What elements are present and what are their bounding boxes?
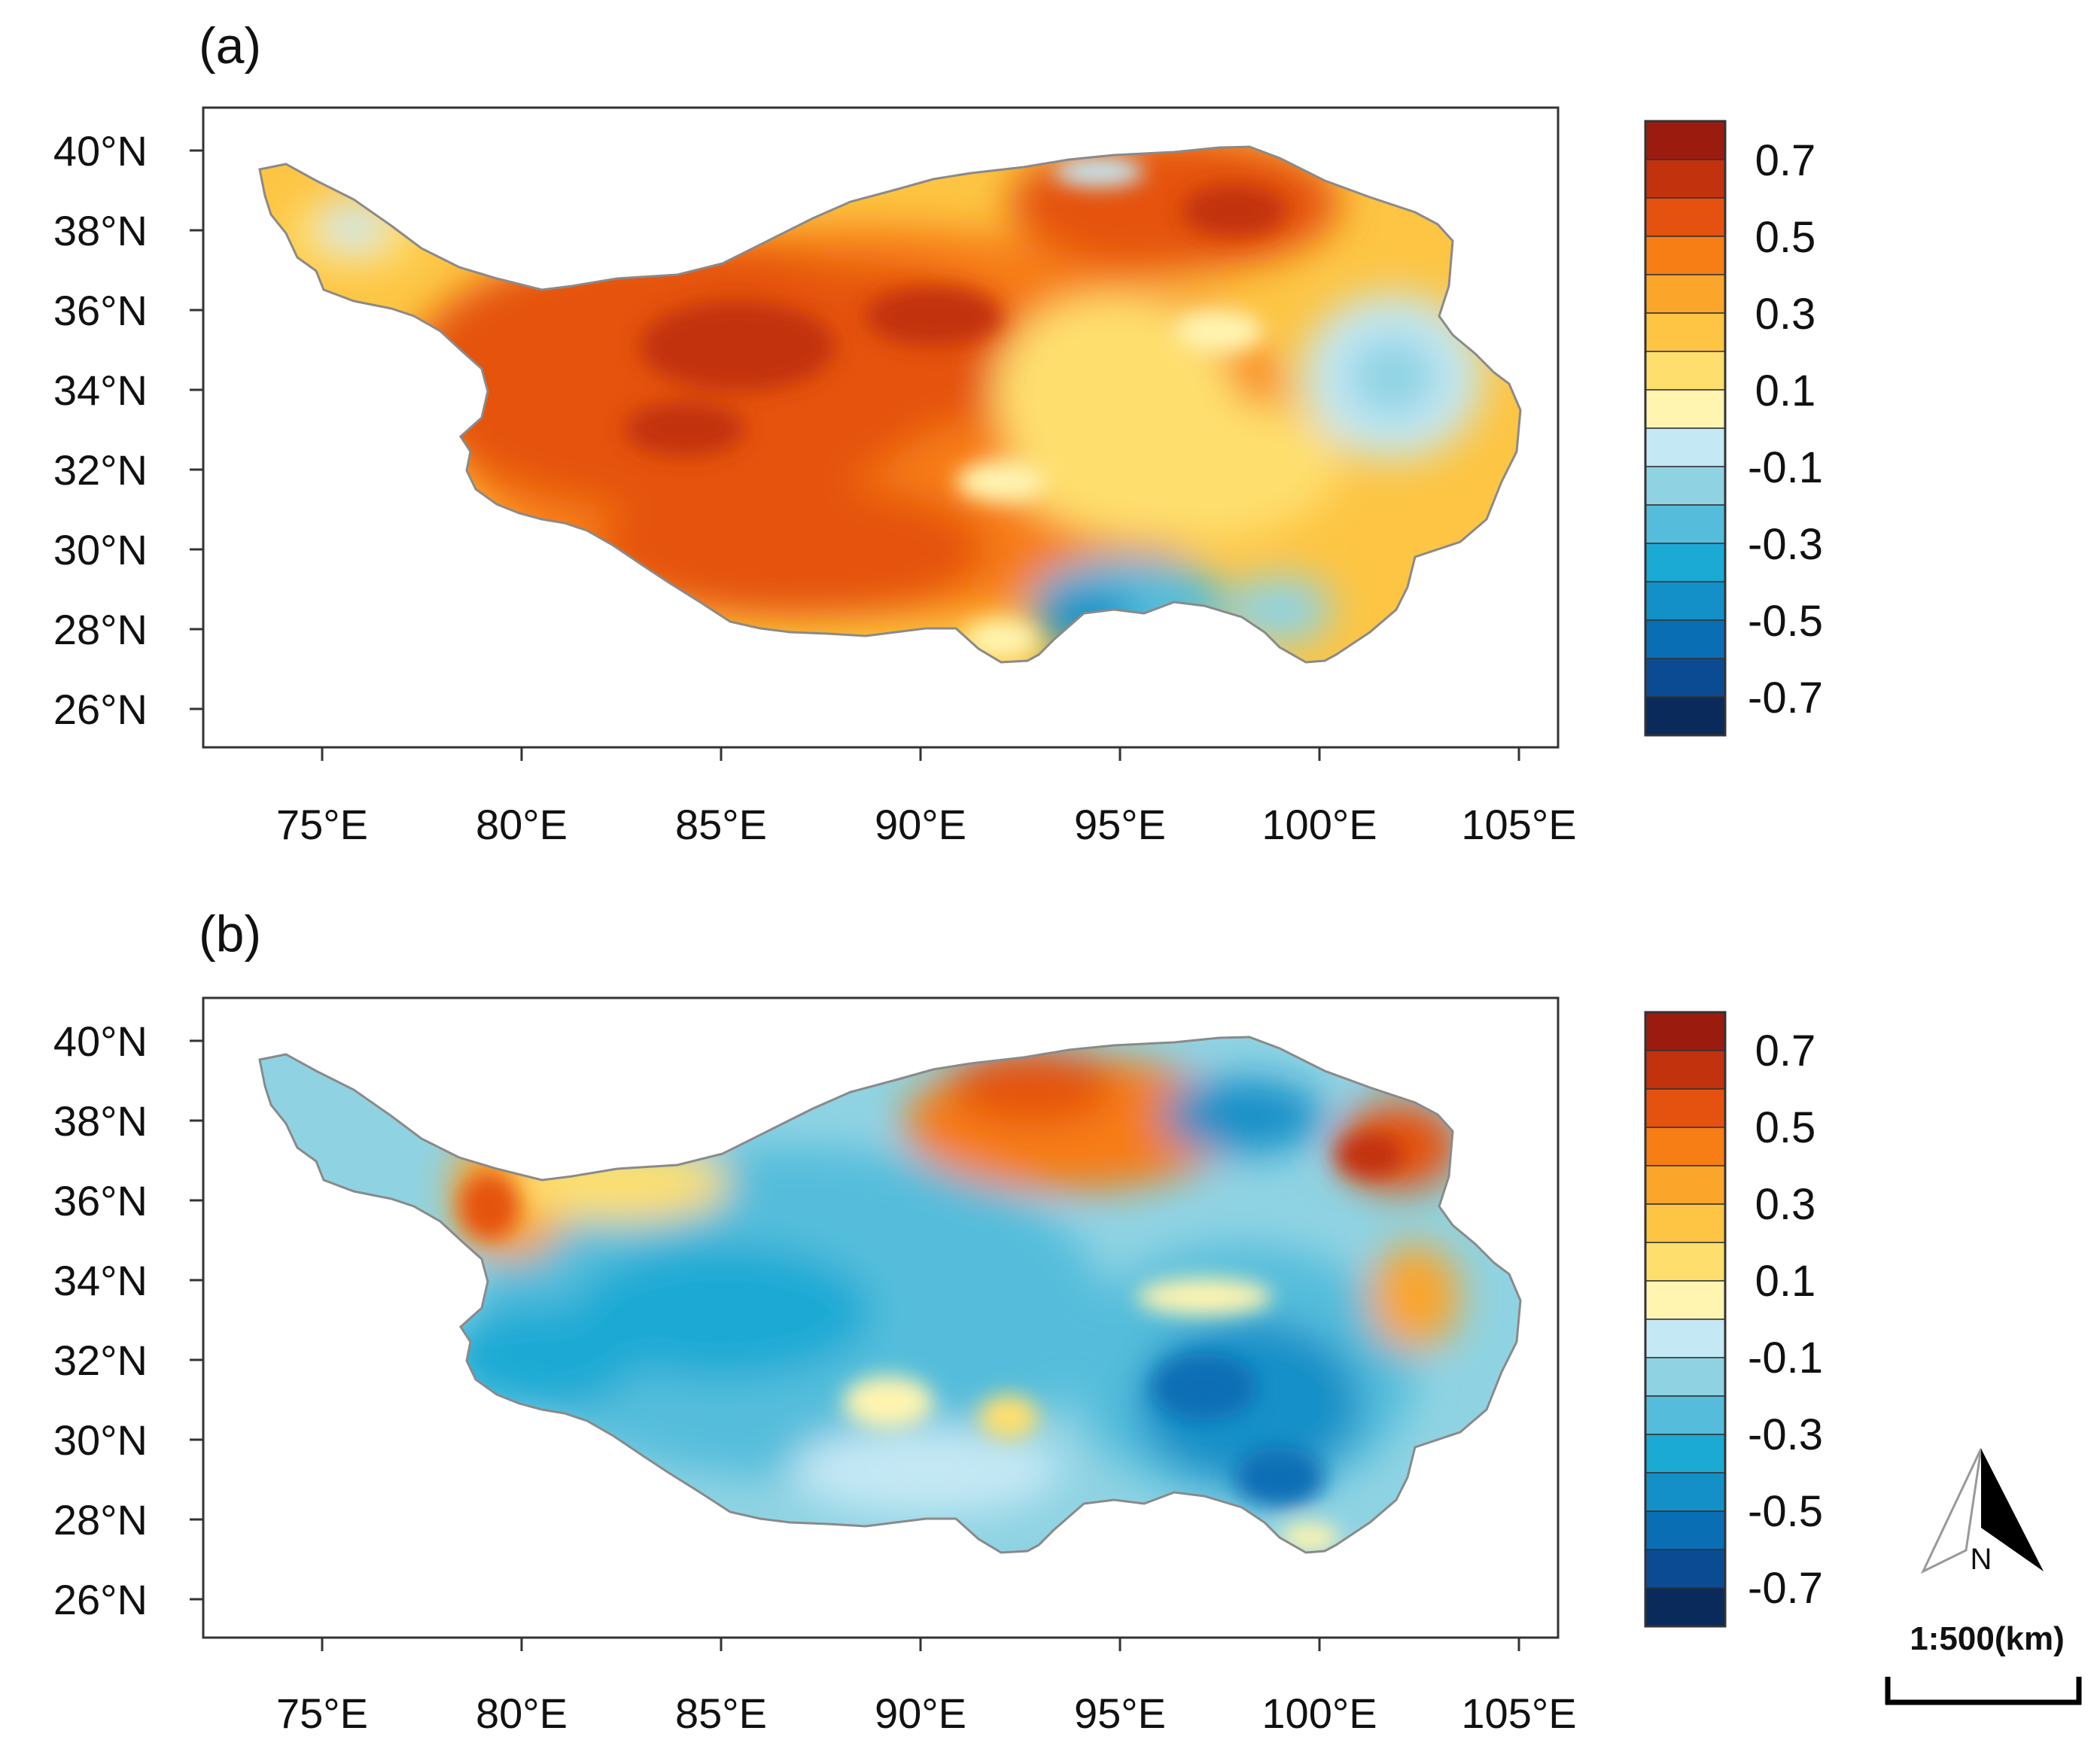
panel-b-colorbar-level-box: [1645, 1280, 1726, 1320]
panel-b-colorbar-level-box: [1645, 1011, 1726, 1051]
panel-a: (a): [53, 17, 1823, 848]
panel-b-lon-tick: 75°E: [276, 1690, 368, 1737]
panel-a-colorbar-level-box: [1645, 696, 1726, 736]
panel-a-label: (a): [199, 17, 261, 75]
panel-a-colorbar: 0.7 0.5 0.3 0.1 -0.1 -0.3 -0.5 -0.7: [1644, 120, 1823, 737]
panel-b-colorbar-label: -0.3: [1748, 1410, 1823, 1459]
panel-a-colorbar-label: -0.5: [1748, 597, 1823, 646]
panel-a-colorbar-level-box: [1645, 159, 1726, 199]
panel-b-lat-tick: 34°N: [53, 1257, 148, 1304]
panel-a-colorbar-level-box: [1645, 581, 1726, 621]
panel-a-lat-axis: 40°N 38°N 36°N 34°N 32°N 30°N 28°N 26°N: [53, 127, 203, 733]
panel-b-colorbar-level-box: [1645, 1088, 1726, 1128]
panel-a-colorbar-label: -0.3: [1748, 520, 1823, 569]
panel-a-colorbar-label: -0.1: [1748, 443, 1823, 492]
panel-b-lat-tick: 32°N: [53, 1337, 148, 1384]
panel-b-colorbar-level-box: [1645, 1395, 1726, 1435]
panel-b-lon-tick: 80°E: [476, 1690, 568, 1737]
panel-a-lat-tick: 40°N: [53, 127, 148, 175]
panel-b-colorbar-label: 0.7: [1755, 1027, 1816, 1075]
scale-bar: 1:500(km): [1885, 1620, 2082, 1705]
panel-b-lon-tick: 100°E: [1262, 1690, 1377, 1737]
panel-a-colorbar-level-box: [1645, 427, 1726, 467]
panel-a-lon-axis: 75°E 80°E 85°E 90°E 95°E 100°E 105°E: [276, 747, 1577, 848]
panel-a-colorbar-label: 0.3: [1755, 290, 1816, 339]
panel-a-colorbar-label: 0.7: [1755, 136, 1816, 185]
scale-bar-label: 1:500(km): [1910, 1620, 2064, 1657]
panel-a-colorbar-level-box: [1645, 236, 1726, 275]
panel-a-lon-tick: 85°E: [675, 801, 767, 848]
panel-a-colorbar-level-box: [1645, 504, 1726, 544]
panel-b-colorbar-label: -0.5: [1748, 1487, 1823, 1536]
panel-a-lat-tick: 32°N: [53, 446, 148, 494]
panel-a-lon-tick: 95°E: [1074, 801, 1166, 848]
panel-b-colorbar-level-box: [1645, 1357, 1726, 1397]
panel-a-colorbar-level-box: [1645, 197, 1726, 237]
panel-b-colorbar-level-box: [1645, 1127, 1726, 1166]
panel-a-colorbar-label: 0.5: [1755, 213, 1816, 262]
panel-b-colorbar-label: 0.1: [1755, 1257, 1816, 1306]
panel-b-lat-tick: 28°N: [53, 1496, 148, 1544]
panel-b-colorbar-level-box: [1645, 1472, 1726, 1512]
panel-a-colorbar-level-box: [1645, 389, 1726, 429]
panel-a-colorbar-level-box: [1645, 351, 1726, 391]
panel-b-colorbar-level-box: [1645, 1510, 1726, 1550]
panel-a-lat-tick: 36°N: [53, 287, 148, 334]
panel-a-colorbar-level-box: [1645, 658, 1726, 698]
panel-a-lon-tick: 80°E: [476, 801, 568, 848]
panel-a-colorbar-boxes: [1644, 120, 1727, 737]
panel-b-colorbar-level-box: [1645, 1549, 1726, 1589]
panel-b-colorbar-frame: [1644, 1011, 1727, 1628]
panel-a-lat-tick: 38°N: [53, 207, 148, 254]
panel-a-lat-tick: 30°N: [53, 526, 148, 573]
panel-b-lat-tick: 36°N: [53, 1177, 148, 1224]
panel-a-colorbar-level-box: [1645, 274, 1726, 314]
panel-a-colorbar-level-box: [1645, 466, 1726, 506]
panel-b: (b): [53, 905, 1823, 1737]
panel-a-colorbar-level-box: [1645, 619, 1726, 659]
panel-a-lon-tick: 75°E: [276, 801, 368, 848]
panel-a-colorbar-label: 0.1: [1755, 367, 1816, 415]
panel-b-lat-axis: 40°N 38°N 36°N 34°N 32°N 30°N 28°N 26°N: [53, 1017, 203, 1623]
panel-a-colorbar-label: -0.7: [1748, 674, 1823, 722]
panel-b-lon-tick: 90°E: [875, 1690, 966, 1737]
panel-a-colorbar-level-box: [1645, 312, 1726, 352]
panel-b-colorbar-level-box: [1645, 1203, 1726, 1243]
panel-a-lat-tick: 34°N: [53, 367, 148, 414]
panel-a-colorbar-level-box: [1645, 543, 1726, 582]
panel-b-colorbar-level-box: [1645, 1165, 1726, 1205]
panel-a-lat-tick: 28°N: [53, 606, 148, 653]
panel-a-lat-tick: 26°N: [53, 686, 148, 733]
panel-b-colorbar-label: -0.1: [1748, 1334, 1823, 1382]
panel-b-label: (b): [199, 905, 261, 963]
panel-a-lon-tick: 100°E: [1262, 801, 1377, 848]
panel-b-colorbar-label: 0.5: [1755, 1103, 1816, 1152]
panel-b-lon-tick: 105°E: [1461, 1690, 1576, 1737]
panel-a-lon-tick: 90°E: [875, 801, 966, 848]
north-arrow-right-half: [1981, 1449, 2044, 1571]
panel-b-colorbar-label: 0.3: [1755, 1180, 1816, 1229]
panel-b-colorbar-level-box: [1645, 1242, 1726, 1282]
panel-b-lat-tick: 30°N: [53, 1416, 148, 1464]
panel-b-colorbar: 0.7 0.5 0.3 0.1 -0.1 -0.3 -0.5 -0.7: [1644, 1011, 1823, 1628]
panel-a-colorbar-level-box: [1645, 120, 1726, 160]
panel-b-lat-tick: 38°N: [53, 1097, 148, 1145]
panel-b-lat-tick: 26°N: [53, 1576, 148, 1623]
panel-b-colorbar-boxes: [1644, 1011, 1727, 1628]
panel-a-colorbar-frame: [1644, 120, 1727, 737]
panel-b-lat-tick: 40°N: [53, 1017, 148, 1065]
panel-b-lon-tick: 95°E: [1074, 1690, 1166, 1737]
north-arrow-label: N: [1971, 1543, 1992, 1576]
panel-b-lon-tick: 85°E: [675, 1690, 767, 1737]
panel-a-lon-tick: 105°E: [1461, 801, 1576, 848]
panel-b-lon-axis: 75°E 80°E 85°E 90°E 95°E 100°E 105°E: [276, 1638, 1577, 1737]
panel-b-colorbar-label: -0.7: [1748, 1564, 1823, 1613]
panel-b-colorbar-level-box: [1645, 1050, 1726, 1090]
panel-b-colorbar-level-box: [1645, 1319, 1726, 1358]
north-arrow: N: [1920, 1448, 2044, 1576]
north-arrow-left-half: [1920, 1448, 1983, 1574]
panel-b-colorbar-level-box: [1645, 1434, 1726, 1474]
panel-b-colorbar-level-box: [1645, 1587, 1726, 1627]
